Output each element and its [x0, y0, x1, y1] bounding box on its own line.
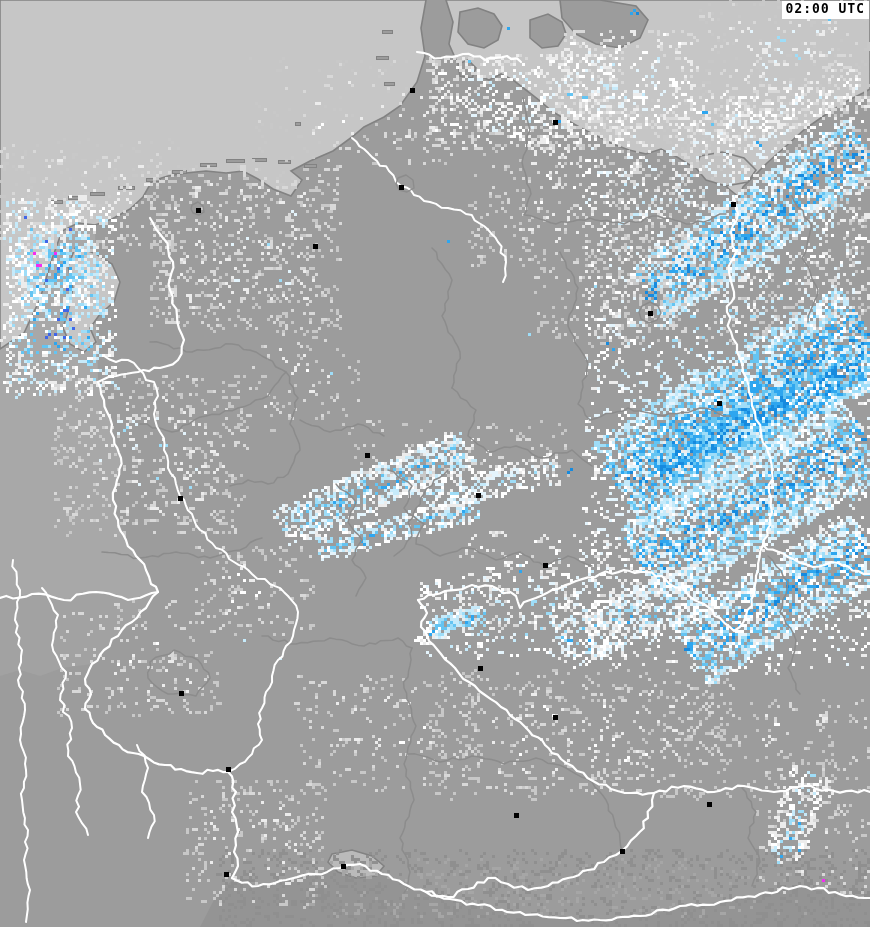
timestamp-label: 02:00 UTC	[781, 1, 869, 19]
